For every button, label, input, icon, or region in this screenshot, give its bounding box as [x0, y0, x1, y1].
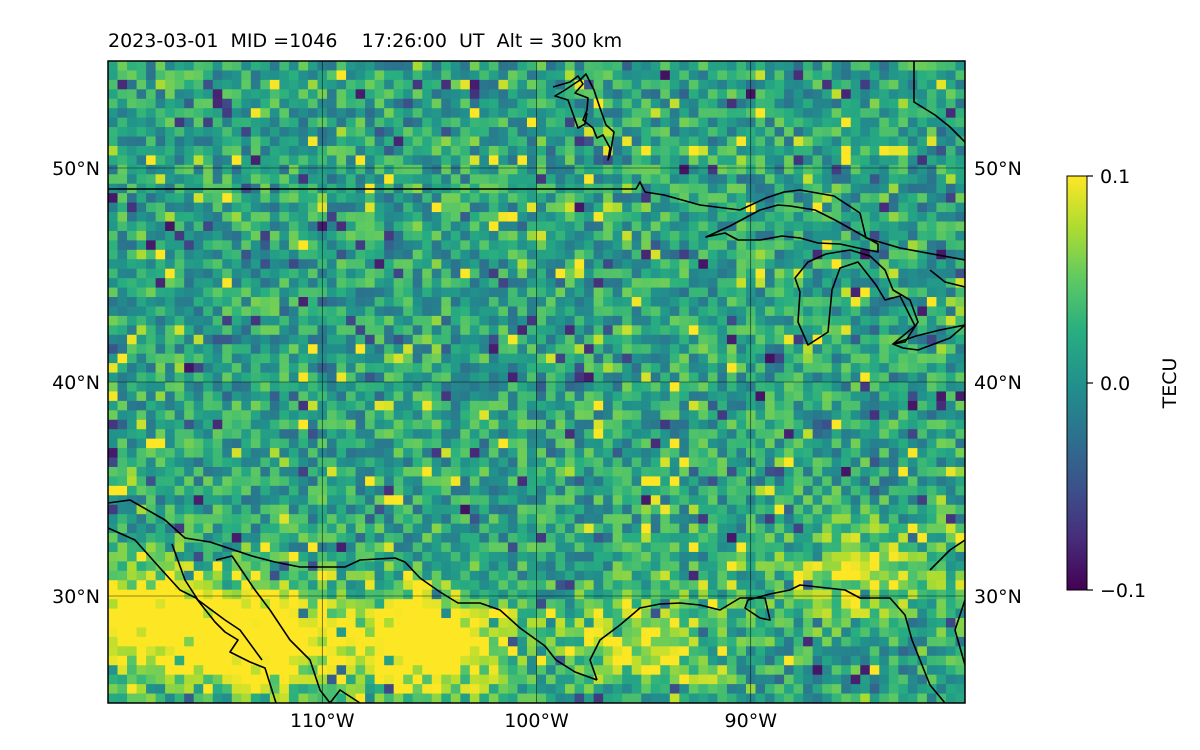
colorbar-label: TECU: [1159, 358, 1181, 410]
colorbar-tick-label: 0.1: [1100, 166, 1130, 188]
colorbar: 0.1 0.0 −0.1 TECU: [1066, 166, 1181, 602]
graticule-lines: [108, 61, 965, 703]
lake-erie-ontario: [892, 269, 965, 351]
latitude-tick-labels-left: 30°N 40°N 50°N: [52, 158, 100, 608]
coastlines-and-borders: [108, 61, 965, 703]
us-mexico-border: [108, 499, 598, 681]
latitude-label-left: 50°N: [52, 158, 100, 180]
gulf-of-mexico-coast: [589, 539, 965, 703]
colorbar-ticks: 0.1 0.0 −0.1: [1087, 166, 1146, 602]
colorbar-tick-label: −0.1: [1100, 580, 1146, 602]
northeast-coastline: [913, 61, 965, 143]
tec-pixel-field: [108, 61, 965, 703]
longitude-label: 110°W: [290, 710, 355, 732]
latitude-tick-labels-right: 30°N 40°N 50°N: [974, 158, 1022, 608]
us-canada-border: [108, 181, 965, 261]
latitude-label-left: 40°N: [52, 372, 100, 394]
map-frame: [107, 60, 966, 704]
latitude-label-right: 30°N: [974, 586, 1022, 608]
hudson-bay-coastline: [552, 73, 615, 161]
colorbar-gradient: [1066, 175, 1088, 591]
baja-and-gulf-coast: [108, 527, 361, 703]
colorbar-tick-label: 0.0: [1100, 373, 1130, 395]
map-title: 2023-03-01 MID =1046 17:26:00 UT Alt = 3…: [108, 30, 623, 52]
latitude-label-left: 30°N: [52, 586, 100, 608]
longitude-tick-labels: 110°W 100°W 90°W: [290, 710, 777, 732]
latitude-label-right: 50°N: [974, 158, 1022, 180]
lake-superior: [705, 204, 879, 253]
latitude-label-right: 40°N: [974, 372, 1022, 394]
longitude-label: 90°W: [725, 710, 778, 732]
lake-michigan-huron: [794, 249, 919, 346]
longitude-label: 100°W: [504, 710, 569, 732]
